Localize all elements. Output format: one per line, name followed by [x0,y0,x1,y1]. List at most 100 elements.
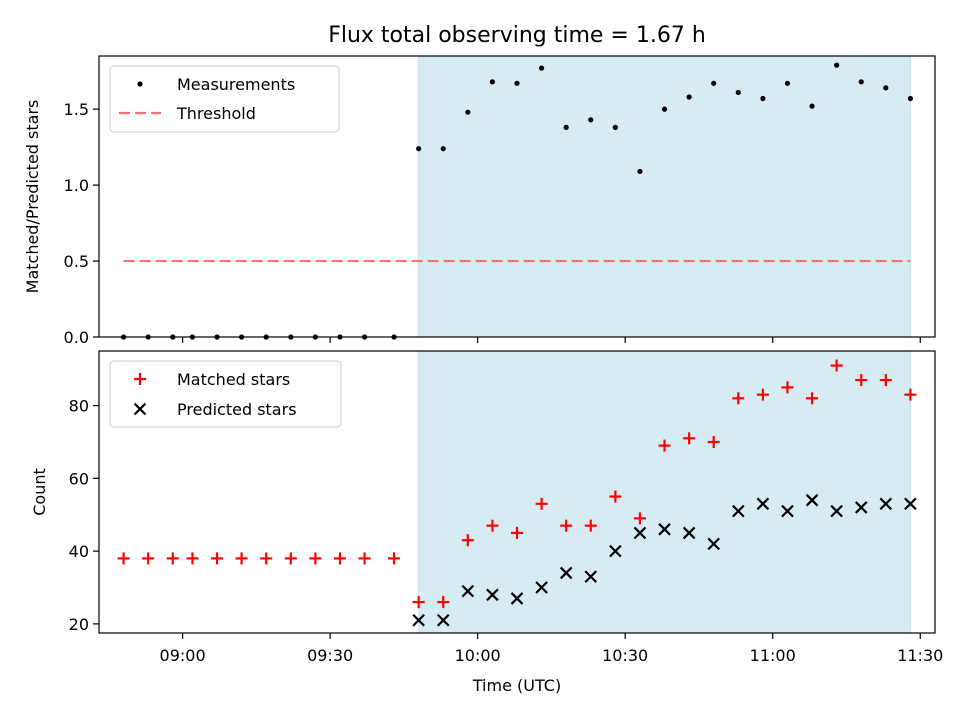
legend-predicted-label: Predicted stars [177,400,297,419]
predicted-star-point [781,504,794,518]
matched-star-point [904,388,917,401]
predicted-star-point [756,497,770,511]
measurement-point [637,168,643,175]
measurement-point [735,89,741,96]
measurement-point [416,146,422,152]
predicted-star-point [510,592,524,605]
top-shaded-region [418,55,911,338]
measurement-point [858,79,864,85]
matched-star-point [461,534,474,547]
matched-star-point [284,552,297,565]
predicted-star-point [707,537,720,551]
predicted-star-point [830,504,843,518]
y-tick-label: 1.5 [64,100,89,119]
matched-star-point [358,552,371,565]
matched-star-point [781,381,794,394]
predicted-star-point [904,497,917,511]
measurement-point [907,95,914,102]
bottom-legend-box [109,360,342,428]
measurement-point [834,62,840,68]
y-tick-label: 80 [69,397,89,416]
predicted-star-point [412,613,425,627]
predicted-star-point [436,613,450,627]
measurement-point [686,94,692,100]
matched-star-point [707,435,720,448]
predicted-star-point [461,584,475,598]
matched-star-point [235,552,248,565]
predicted-star-point [584,570,598,583]
matched-star-point [486,519,499,532]
x-tick-label: 11:00 [750,646,796,665]
measurement-point [784,80,791,86]
measurement-point [661,106,668,112]
predicted-star-point [805,493,819,507]
matched-star-point [584,519,597,532]
legend-matched-label: Matched stars [177,370,290,389]
matched-star-point [260,552,273,565]
predicted-star-point [879,497,893,511]
matched-star-point [560,519,573,532]
bottom-y-ticks: 20 40 60 80 [69,397,99,634]
bottom-y-axis-label: Count [30,468,49,516]
legend-predicted-marker [133,402,147,416]
matched-star-point [511,526,523,539]
legend-measurements-label: Measurements [177,75,295,94]
predicted-star-point [486,588,499,602]
measurement-point [612,124,618,130]
matched-star-point [683,432,696,445]
predicted-star-point [609,544,622,558]
y-tick-label: 20 [69,615,89,634]
x-axis-label: Time (UTC) [472,676,561,695]
measurement-point [514,80,520,86]
legend-threshold-label: Threshold [176,104,256,123]
matched-star-point [633,512,646,525]
predicted-star-point [732,504,745,518]
measurement-point [489,79,496,85]
measurement-point [809,103,815,109]
measurement-point [538,65,545,71]
matched-star-point [830,359,843,372]
matched-star-point [412,596,425,609]
x-tick-label: 10:00 [455,646,501,665]
matched-star-point [879,374,892,387]
predicted-star-point [854,501,868,514]
top-legend-box [109,65,340,133]
matched-star-point [333,552,346,565]
measurement-point [588,117,594,123]
chart-title: Flux total observing time = 1.67 h [328,23,706,48]
matched-star-point [658,439,671,452]
matched-star-point [756,388,769,401]
matched-star-point [535,497,548,510]
legend-measurements-marker [137,81,143,87]
predicted-star-point [658,523,671,536]
bottom-axes-frame [98,350,936,634]
matched-star-point [211,552,224,565]
matched-star-point [855,374,868,387]
count-points [117,359,917,627]
matched-star-point [186,552,199,565]
legend-matched-marker [134,373,146,385]
measurement-point [760,95,766,102]
top-y-axis-label: Matched/Predicted stars [23,100,42,294]
predicted-star-point [559,566,573,580]
matched-star-point [609,490,622,503]
predicted-star-point [682,526,696,540]
x-tick-label: 11:30 [897,646,943,665]
measurement-point [465,109,471,115]
top-x-ticks [182,337,921,343]
bottom-shaded-region [418,350,911,634]
x-tick-label: 10:30 [602,646,648,665]
predicted-star-point [633,526,647,540]
measurement-point [563,124,569,130]
matched-star-point [388,552,401,565]
matched-star-point [117,552,130,565]
bottom-x-ticks: 09:00 09:30 10:00 10:30 11:00 11:30 [160,633,943,665]
bottom-legend: Matched stars Predicted stars [109,360,342,428]
y-tick-label: 1.0 [64,176,89,195]
matched-star-point [437,596,450,609]
measurement-point [440,146,446,152]
y-tick-label: 60 [69,469,89,488]
top-panel: 0.0 0.5 1.0 1.5 Matched/Predicted stars Mea… [23,55,936,347]
